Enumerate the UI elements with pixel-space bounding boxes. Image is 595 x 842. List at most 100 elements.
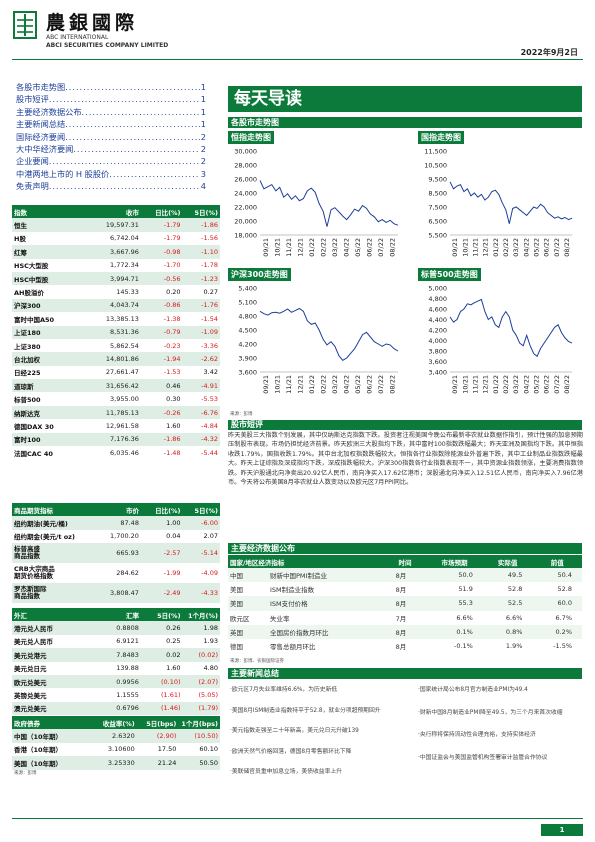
indicator-label: 零售总额月环比 <box>270 643 316 652</box>
cell-value: 8月 <box>395 586 407 595</box>
cell-value: 0.26 <box>140 621 183 635</box>
cell-value: 0.6796 <box>86 701 141 716</box>
toc-item[interactable]: 企业要闻....................................… <box>16 155 206 167</box>
cell-value: 7,176.36 <box>86 432 141 447</box>
x-tick-label: 08/22 <box>388 375 396 394</box>
table-row: 恒生 19,597.31 -1.79 -1.86 <box>12 218 220 232</box>
toc-item-page: 4 <box>200 181 206 192</box>
x-tick-label: 09/21 <box>262 375 270 394</box>
row-label: 日经225 <box>14 369 41 378</box>
cell-value: 6.6% <box>456 613 473 622</box>
cell-value: -2.49 <box>140 583 183 604</box>
x-tick-label: 03/22 <box>512 375 520 394</box>
toc-leader-dots: ........................................… <box>48 156 200 167</box>
y-tick-label: 3,800 <box>428 348 447 356</box>
fx-table: 外汇 汇率 5日(%) 1个月(%) 港元兑人民币 0.8808 0.26 1.98 美元兑人民… <box>12 608 220 716</box>
toc-item[interactable]: 主要经济数据公布................................… <box>16 106 206 118</box>
row-label: 澳元兑美元 <box>12 701 87 716</box>
row-label: 英镑兑美元 <box>14 692 47 701</box>
table-header-row: 政府债券 收益率(%) 5日(bps) 1个月(bps) <box>12 716 220 730</box>
x-tick-label: 12/21 <box>296 375 304 394</box>
column-header: 收益率(%) <box>86 716 137 730</box>
market-commentary: 昨天美股三大指数个别发展，其中仅纳斯达克指数下跌。投资者注视美国今晚公布最新非农… <box>228 432 583 487</box>
toc-item[interactable]: 大中华经济要闻.................................… <box>16 143 206 155</box>
macro-data-table: 国家/地区经济指标 时间 市场预期 实际值 前值 中国 财新中国PMI制造业 8月 50.0 49… <box>228 555 582 653</box>
toc-item[interactable]: 国际经济要闻..................................… <box>16 131 206 143</box>
cell-value: 0.02 <box>140 648 183 662</box>
y-tick-label: 5,100 <box>238 299 257 307</box>
column-header: 国家/地区经济指标 <box>228 555 384 568</box>
cell-value: 1.60 <box>166 421 181 430</box>
cell-value: 4.80 <box>203 664 218 673</box>
row-label: 纽约期油(美元/桶) <box>12 516 87 530</box>
chart-title: 沪深300走势图 <box>228 268 291 281</box>
x-tick-label: 05/22 <box>354 238 362 257</box>
toc-item[interactable]: 股市短评....................................… <box>16 93 206 105</box>
cell-value: 17.50 <box>157 745 177 754</box>
y-tick-label: 4,200 <box>428 327 447 335</box>
row-label: CRB大宗商品 期货价格指数 <box>14 564 55 581</box>
cell-value: -0.86 <box>140 298 183 313</box>
row-label: 上证380 <box>14 342 41 351</box>
toc-item-label: 企业要闻 <box>16 156 49 167</box>
cell-value: 31,656.42 <box>86 379 141 393</box>
y-tick-label: 3,600 <box>428 358 447 366</box>
y-tick-label: 5,500 <box>428 232 447 240</box>
cell-value: 7.8483 <box>86 648 141 662</box>
table-row: 中国 财新中国PMI制造业 8月 50.0 49.5 50.4 <box>228 568 582 583</box>
x-tick-label: 04/22 <box>342 375 350 394</box>
bond-table: 政府债券 收益率(%) 5日(bps) 1个月(bps) 中国（10年期） 2.6320(… <box>12 716 220 770</box>
x-tick-label: 02/22 <box>502 238 510 257</box>
x-tick-label: 03/22 <box>331 238 339 257</box>
x-tick-label: 05/22 <box>532 375 540 394</box>
y-tick-label: 8,500 <box>428 190 447 198</box>
toc-item-page: 1 <box>200 119 206 130</box>
table-row: 纽约期油(美元/桶) 87.48 1.00 -6.00 <box>12 516 220 530</box>
toc-item[interactable]: 主要新闻总结..................................… <box>16 118 206 130</box>
x-tick-label: 04/22 <box>522 375 530 394</box>
cell-value: 5,862.54 <box>110 341 139 350</box>
toc-item[interactable]: 各股市走势图..................................… <box>16 81 206 93</box>
table-row: 欧元区 失业率 7月 6.6% 6.6% 6.7% <box>228 611 582 625</box>
table-row: 日经225 27,661.47 -1.53 3.42 <box>12 366 220 379</box>
toc-item[interactable]: 免责声明....................................… <box>16 180 206 192</box>
toc-item-page: 3 <box>200 168 206 179</box>
cell-value: 14,801.86 <box>86 352 141 366</box>
table-row: 香港（10年期） 3.10600 17.50 60.10 <box>12 743 220 756</box>
cell-value: -4.09 <box>201 569 218 578</box>
table-row: 美元兑日元 139.88 1.60 4.80 <box>12 662 220 675</box>
y-tick-label: 4,800 <box>428 295 447 303</box>
cell-value: -4.33 <box>182 583 220 604</box>
series-line <box>449 298 573 358</box>
row-label: 中国（10年期） <box>12 729 87 743</box>
region-label: 欧元区 <box>230 614 250 623</box>
toc-item[interactable]: 中港两地上市的 H 股股价...........................… <box>16 168 206 180</box>
news-item: ·央行称将保持流动性合理充裕，支持实体经济 <box>418 732 536 739</box>
table-row: 标普500 3,955.00 0.30 -5.53 <box>12 392 220 405</box>
cell-value: -1.5% <box>553 642 572 651</box>
region-label: 美国 <box>230 600 243 609</box>
cell-value: 0.30 <box>166 395 181 404</box>
y-tick-label: 4,400 <box>428 316 447 324</box>
table-row: H股 6,742.04 -1.79 -1.56 <box>12 232 220 245</box>
region-label: 美国 <box>230 586 243 595</box>
chart-title: 恒指走势图 <box>228 131 274 144</box>
y-tick-label: 4,500 <box>238 327 257 335</box>
column-header: 日比(%) <box>140 205 183 219</box>
cell-value: -0.26 <box>140 405 183 420</box>
bank-name-en: ABC INTERNATIONAL <box>46 34 109 41</box>
toc-leader-dots: ........................................… <box>65 82 200 92</box>
cell-value: 1.1555 <box>116 691 139 700</box>
cell-value: -1.86 <box>182 218 220 232</box>
table-row: 德国DAX 30 12,961.58 1.60 -4.84 <box>12 419 220 432</box>
section-macro-title: 主要经济数据公布 <box>228 543 582 554</box>
commodity-table: 商品期货指标 市价 日比(%) 5日(%) 纽约期油(美元/桶) 87.48 1.00 -6.… <box>12 503 220 604</box>
cell-value: -0.23 <box>163 341 181 350</box>
y-tick-label: 24,000 <box>234 190 257 198</box>
x-tick-label: 12/21 <box>296 238 304 257</box>
cell-value: (2.90) <box>136 729 179 743</box>
x-tick-label: 09/21 <box>262 238 270 257</box>
cell-value: (5.05) <box>198 691 218 700</box>
column-header: 政府债券 <box>12 716 87 730</box>
bank-logo <box>13 11 37 39</box>
